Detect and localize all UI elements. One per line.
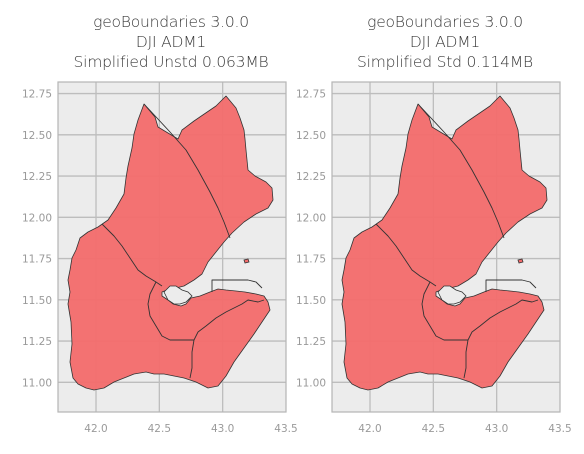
y-tick-label: 11.00 <box>22 377 52 389</box>
title-line-2: DJI ADM1 <box>409 33 481 51</box>
country-region-fill <box>67 95 274 391</box>
y-tick-label: 12.00 <box>296 212 326 224</box>
bay-cutout <box>437 285 467 305</box>
map-axes-unstd: 42.0 42.5 43.0 43.5 11.00 11.25 11.50 11.75 12.0… <box>22 81 298 435</box>
admin-border <box>143 103 231 239</box>
map-axes-std: 42.0 42.5 43.0 43.5 11.00 11.25 11.50 11.75 12.0… <box>296 81 572 435</box>
title-line-1: geoBoundaries 3.0.0 <box>367 13 523 31</box>
country-region-fill <box>341 95 548 391</box>
y-tick-label: 12.75 <box>22 89 52 101</box>
y-tick-label: 11.50 <box>22 295 52 307</box>
x-tick-label: 43.0 <box>211 423 234 435</box>
admin-border <box>189 339 195 379</box>
panel-title: geoBoundaries 3.0.0 DJI ADM1 Simplified … <box>56 12 286 72</box>
y-tick-label: 11.75 <box>22 254 52 266</box>
admin-border <box>417 103 505 239</box>
title-line-3: Simplified Unstd 0.063MB <box>73 53 269 71</box>
x-tick-label: 42.5 <box>148 423 171 435</box>
x-tick-label: 42.0 <box>358 423 381 435</box>
x-tick-label: 43.5 <box>274 423 297 435</box>
admin-border <box>101 223 163 287</box>
x-tick-label: 43.0 <box>485 423 508 435</box>
panel-title: geoBoundaries 3.0.0 DJI ADM1 Simplified … <box>330 12 560 72</box>
islet <box>243 258 250 264</box>
admin-border <box>463 339 469 379</box>
islet <box>517 258 524 264</box>
y-tick-label: 11.25 <box>296 336 326 348</box>
x-tick-label: 42.5 <box>422 423 445 435</box>
admin-border <box>147 281 194 341</box>
title-line-1: geoBoundaries 3.0.0 <box>93 13 249 31</box>
y-tick-label: 11.00 <box>296 377 326 389</box>
admin-border <box>211 279 263 292</box>
admin-border <box>193 299 265 341</box>
title-line-3: Simplified Std 0.114MB <box>357 53 533 71</box>
y-tick-label: 12.50 <box>296 130 326 142</box>
y-tick-label: 12.50 <box>22 130 52 142</box>
admin-border <box>467 299 539 341</box>
admin-border <box>421 281 468 341</box>
y-tick-label: 11.75 <box>296 254 326 266</box>
y-tick-label: 12.25 <box>22 171 52 183</box>
axes-frame <box>331 81 561 413</box>
bay-cutout <box>163 285 193 305</box>
y-tick-label: 12.00 <box>22 212 52 224</box>
x-tick-label: 42.0 <box>84 423 107 435</box>
axes-frame <box>57 81 287 413</box>
y-tick-label: 12.25 <box>296 171 326 183</box>
x-tick-label: 43.5 <box>548 423 571 435</box>
y-tick-label: 12.75 <box>296 89 326 101</box>
title-line-2: DJI ADM1 <box>135 33 207 51</box>
admin-border <box>375 223 437 287</box>
y-tick-label: 11.25 <box>22 336 52 348</box>
y-tick-label: 11.50 <box>296 295 326 307</box>
admin-border <box>485 279 537 292</box>
